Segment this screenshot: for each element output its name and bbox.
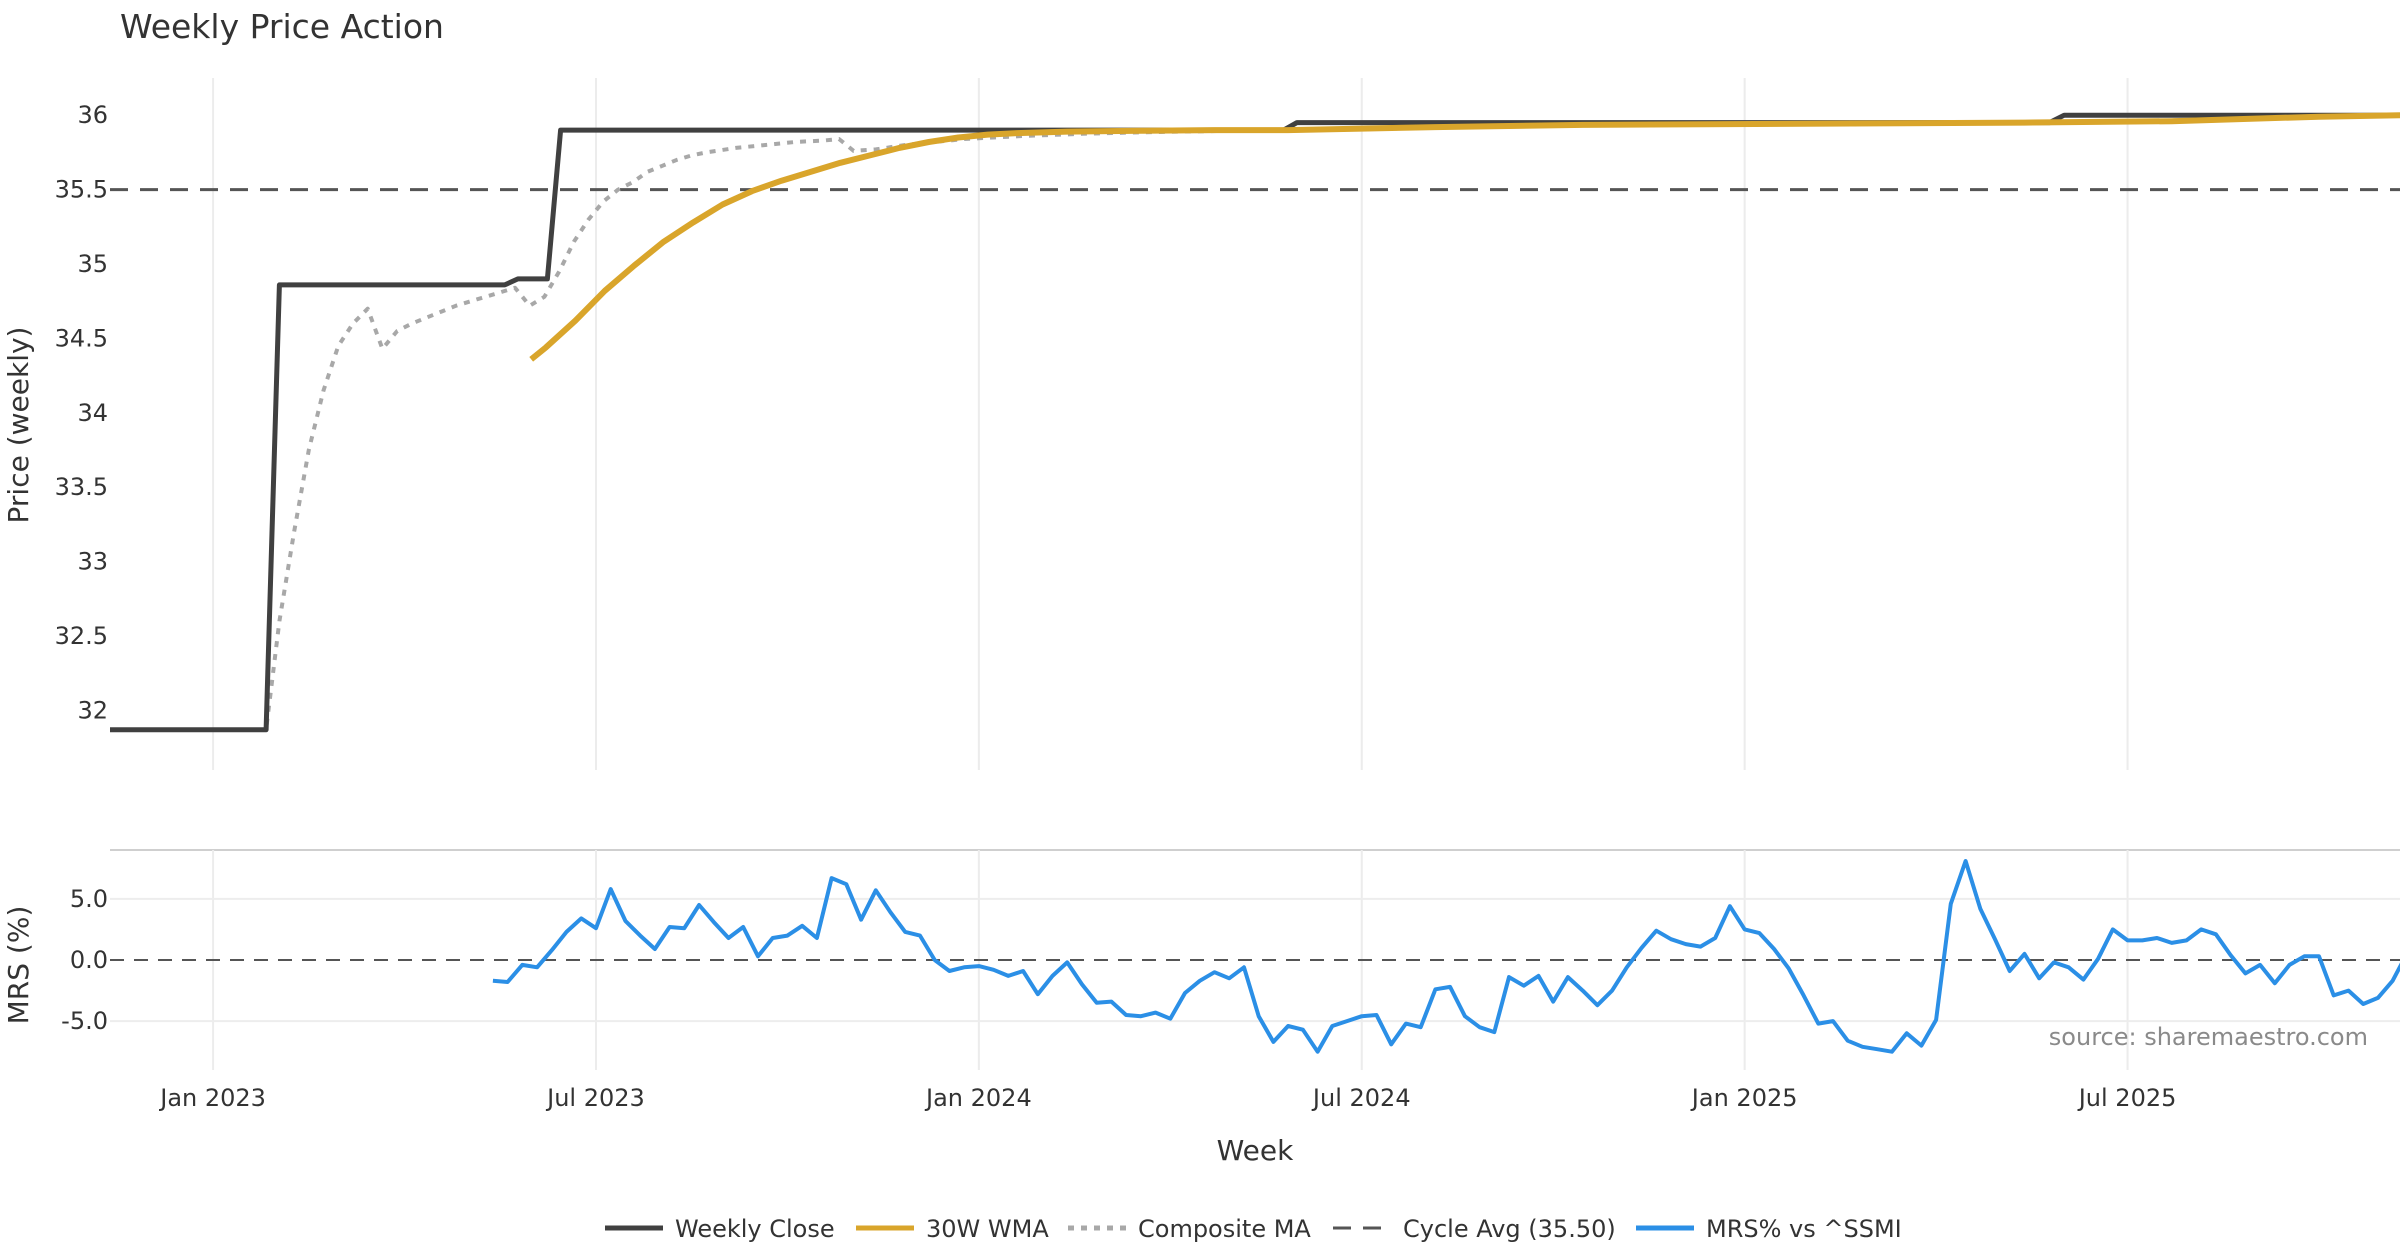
legend-label: Composite MA	[1138, 1215, 1311, 1243]
x-axis-ticks: Jan 2023 Jul 2023 Jan 2024 Jul 2024 Jan 2025…	[158, 1084, 2176, 1112]
legend-label: MRS% vs ^SSMI	[1706, 1215, 1902, 1243]
x-tick-label: Jan 2024	[924, 1084, 1032, 1112]
source-note: source: sharemaestro.com	[2049, 1023, 2368, 1051]
mrs-y-tick-label: -5.0	[61, 1007, 108, 1035]
mrs-series-line	[492, 859, 2400, 1054]
x-tick-label: Jul 2025	[2077, 1084, 2177, 1112]
mrs-panel: 5.0 0.0 -5.0 MRS (%) source: sharemaestro.…	[2, 849, 2400, 1070]
x-tick-label: Jul 2023	[545, 1084, 645, 1112]
30w-wma-line	[529, 112, 2400, 362]
legend: Weekly Close 30W WMA Composite MA Cycle Avg…	[605, 1215, 1902, 1243]
price-series-group	[110, 112, 2400, 733]
price-gridlines	[212, 78, 2129, 770]
legend-label: 30W WMA	[926, 1215, 1049, 1243]
mrs-y-tick-label: 5.0	[70, 885, 108, 913]
price-y-tick-label: 33	[77, 548, 108, 576]
price-y-tick-label: 33.5	[55, 473, 108, 501]
mrs-y-ticks: 5.0 0.0 -5.0	[61, 885, 108, 1035]
x-tick-label: Jan 2023	[158, 1084, 266, 1112]
price-y-tick-label: 36	[77, 101, 108, 129]
composite-ma-line	[167, 113, 2400, 732]
price-y-tick-label: 34	[77, 399, 108, 427]
chart-title: Weekly Price Action	[120, 7, 444, 46]
price-y-axis-label: Price (weekly)	[2, 327, 35, 524]
price-y-tick-label: 34.5	[55, 324, 108, 352]
price-y-tick-label: 35	[77, 250, 108, 278]
x-axis-label: Week	[1217, 1134, 1294, 1167]
price-y-ticks: 32 32.5 33 33.5 34 34.5 35 35.5 36	[55, 101, 108, 724]
x-tick-label: Jan 2025	[1690, 1084, 1798, 1112]
x-tick-label: Jul 2024	[1311, 1084, 1411, 1112]
price-y-tick-label: 35.5	[55, 176, 108, 204]
legend-label: Cycle Avg (35.50)	[1403, 1215, 1616, 1243]
legend-label: Weekly Close	[675, 1215, 835, 1243]
price-y-tick-label: 32.5	[55, 622, 108, 650]
price-y-tick-label: 32	[77, 696, 108, 724]
mrs-y-axis-label: MRS (%)	[2, 906, 35, 1025]
price-panel: 32 32.5 33 33.5 34 34.5 35 35.5 36 Price (weekly…	[2, 78, 2400, 770]
weekly-close-line	[110, 112, 2400, 733]
mrs-y-tick-label: 0.0	[70, 946, 108, 974]
